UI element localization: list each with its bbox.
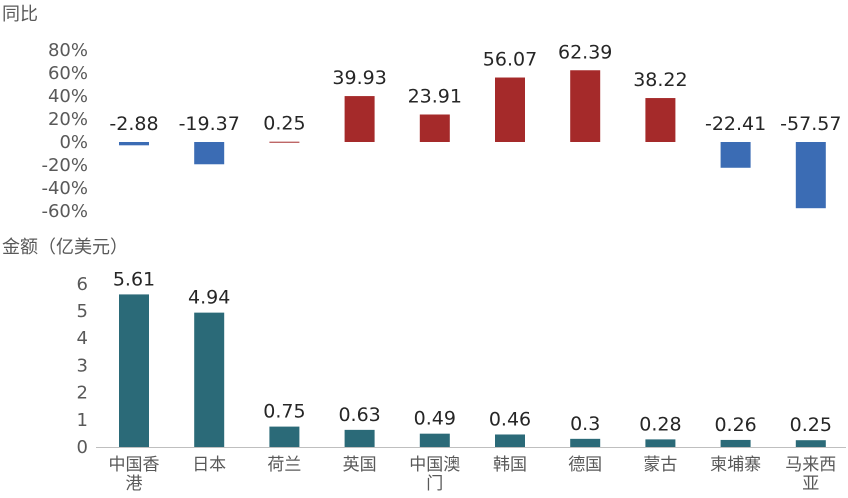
top-y-tick-label: -40%	[41, 178, 88, 199]
category-label: 马来西	[785, 455, 836, 475]
category-label: 门	[426, 474, 443, 493]
bottom-bars	[119, 294, 826, 447]
amount-bar	[495, 434, 525, 447]
amount-data-label: 0.75	[263, 401, 305, 423]
yoy-bar	[795, 142, 826, 209]
yoy-bar	[645, 98, 676, 142]
bottom-y-tick-label: 1	[77, 410, 88, 431]
yoy-data-label: -2.88	[109, 113, 158, 135]
amount-bar	[645, 439, 676, 447]
yoy-data-label: -57.57	[780, 113, 841, 135]
top-y-axis-label: 同比	[2, 4, 38, 25]
yoy-bar	[269, 141, 300, 143]
amount-data-label: 0.25	[790, 414, 832, 436]
amount-bar	[570, 438, 601, 447]
category-label: 日本	[192, 455, 226, 475]
top-y-tick-label: 20%	[48, 109, 88, 130]
top-y-tick-label: 40%	[48, 86, 88, 107]
category-label: 中国香	[109, 455, 160, 475]
category-label: 德国	[568, 455, 602, 475]
category-label: 英国	[343, 455, 377, 475]
yoy-data-label: 0.25	[263, 113, 305, 135]
category-label: 中国澳	[409, 455, 460, 475]
amount-bar	[119, 294, 149, 447]
bottom-data-labels: 5.61 4.94 0.75 0.63 0.49 0.46 0.3 0.28 0.26 0.25	[113, 268, 832, 436]
amount-data-label: 0.46	[489, 408, 531, 430]
top-y-ticks: 80%60%40%20%0%-20%-40%-60%	[41, 40, 88, 222]
top-y-tick-label: -60%	[41, 201, 88, 222]
top-y-tick-label: 60%	[48, 63, 88, 84]
amount-data-label: 0.3	[570, 413, 600, 435]
amount-bar	[269, 426, 300, 447]
bottom-y-tick-label: 2	[77, 383, 88, 404]
bottom-y-tick-label: 0	[77, 437, 88, 458]
amount-data-label: 0.28	[639, 413, 681, 435]
yoy-data-label: -22.41	[705, 113, 766, 135]
yoy-data-label: 38.22	[633, 69, 687, 91]
amount-bar	[194, 312, 225, 447]
bottom-y-axis-label: 金额（亿美元）	[2, 237, 128, 258]
bottom-y-tick-label: 6	[77, 274, 88, 295]
yoy-data-label: 62.39	[558, 41, 612, 63]
amount-bar	[419, 433, 450, 447]
category-label: 荷兰	[267, 455, 301, 475]
amount-data-label: 0.63	[338, 404, 380, 426]
yoy-data-label: 56.07	[483, 49, 537, 71]
amount-data-label: 0.49	[414, 408, 456, 430]
yoy-bar	[194, 142, 225, 165]
amount-data-label: 0.26	[714, 414, 756, 436]
bottom-y-tick-label: 5	[77, 301, 88, 322]
yoy-data-label: -19.37	[179, 113, 240, 135]
top-data-labels: -2.88 -19.37 0.25 39.93 23.91 56.07 62.39 38.22…	[109, 41, 841, 135]
bottom-y-ticks: 6 5 4 3 2 1 0	[77, 274, 88, 458]
category-label: 柬埔寨	[710, 455, 761, 475]
yoy-data-label: 23.91	[408, 86, 462, 108]
yoy-bar	[119, 142, 149, 146]
yoy-bar	[720, 142, 751, 168]
category-label: 蒙古	[643, 455, 677, 475]
top-y-tick-label: 80%	[48, 40, 88, 61]
top-bars	[119, 70, 826, 209]
bottom-y-tick-label: 4	[77, 328, 88, 349]
yoy-bar	[495, 77, 525, 142]
amount-data-label: 4.94	[188, 287, 230, 309]
top-y-tick-label: 0%	[59, 132, 88, 153]
yoy-bar	[419, 114, 450, 142]
category-label: 韩国	[493, 455, 527, 475]
yoy-bar	[570, 70, 601, 142]
category-label: 亚	[802, 474, 819, 493]
yoy-data-label: 39.93	[332, 67, 386, 89]
top-y-tick-label: -20%	[41, 155, 88, 176]
bottom-y-tick-label: 3	[77, 355, 88, 376]
category-label: 港	[126, 474, 143, 493]
amount-bar	[795, 440, 826, 447]
amount-bar	[344, 429, 375, 447]
amount-data-label: 5.61	[113, 268, 155, 290]
yoy-bar	[344, 96, 375, 142]
amount-bar	[720, 439, 751, 447]
